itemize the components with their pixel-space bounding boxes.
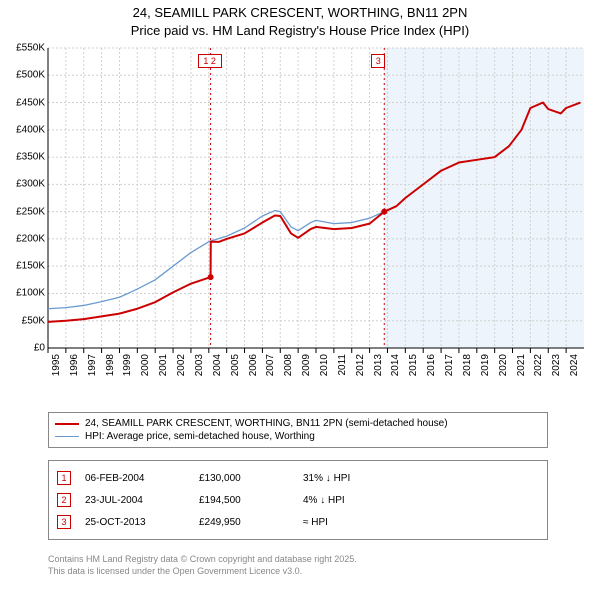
sale-row: 2 23-JUL-2004 £194,500 4% ↓ HPI <box>57 489 539 511</box>
legend-swatch <box>55 436 79 437</box>
x-tick-label: 2004 <box>212 354 223 384</box>
legend-row: HPI: Average price, semi-detached house,… <box>55 430 541 443</box>
x-tick-label: 1999 <box>122 354 133 384</box>
x-tick-label: 2003 <box>194 354 205 384</box>
x-tick-label: 2013 <box>373 354 384 384</box>
x-tick-label: 2014 <box>390 354 401 384</box>
y-tick-label: £200K <box>5 233 45 244</box>
y-tick-label: £300K <box>5 179 45 190</box>
sale-delta: ≈ HPI <box>303 517 393 528</box>
sale-date: 23-JUL-2004 <box>85 495 185 506</box>
x-tick-label: 2015 <box>408 354 419 384</box>
sale-marker-badge: 3 <box>371 54 385 68</box>
x-tick-label: 2012 <box>355 354 366 384</box>
y-tick-label: £150K <box>5 261 45 272</box>
x-tick-label: 2016 <box>426 354 437 384</box>
x-tick-label: 1997 <box>87 354 98 384</box>
x-tick-label: 2000 <box>140 354 151 384</box>
legend-row: 24, SEAMILL PARK CRESCENT, WORTHING, BN1… <box>55 417 541 430</box>
x-tick-label: 2017 <box>444 354 455 384</box>
x-tick-label: 2024 <box>569 354 580 384</box>
sale-index-badge: 2 <box>57 493 71 507</box>
legend-box: 24, SEAMILL PARK CRESCENT, WORTHING, BN1… <box>48 412 548 448</box>
x-tick-label: 2005 <box>230 354 241 384</box>
x-tick-label: 1995 <box>51 354 62 384</box>
title-line2: Price paid vs. HM Land Registry's House … <box>0 22 600 40</box>
x-tick-label: 2023 <box>551 354 562 384</box>
y-tick-label: £100K <box>5 288 45 299</box>
x-tick-label: 2018 <box>462 354 473 384</box>
footer: Contains HM Land Registry data © Crown c… <box>48 554 357 577</box>
legend-swatch <box>55 423 79 425</box>
legend-label: 24, SEAMILL PARK CRESCENT, WORTHING, BN1… <box>85 418 448 429</box>
y-tick-label: £550K <box>5 43 45 54</box>
sale-marker-badge: 1 2 <box>198 54 222 68</box>
sale-index-badge: 3 <box>57 515 71 529</box>
y-tick-label: £500K <box>5 70 45 81</box>
chart-area: £0 £50K £100K £150K £200K £250K £300K £350K £400… <box>0 42 600 402</box>
sale-delta: 31% ↓ HPI <box>303 473 393 484</box>
sales-box: 1 06-FEB-2004 £130,000 31% ↓ HPI 2 23-JUL-200… <box>48 460 548 540</box>
sale-row: 3 25-OCT-2013 £249,950 ≈ HPI <box>57 511 539 533</box>
sale-delta: 4% ↓ HPI <box>303 495 393 506</box>
y-tick-label: £250K <box>5 206 45 217</box>
x-tick-label: 2022 <box>533 354 544 384</box>
sale-price: £130,000 <box>199 473 289 484</box>
x-tick-label: 2020 <box>498 354 509 384</box>
x-tick-label: 2010 <box>319 354 330 384</box>
y-tick-label: £0 <box>5 343 45 354</box>
y-tick-label: £50K <box>5 315 45 326</box>
sale-date: 25-OCT-2013 <box>85 517 185 528</box>
sale-date: 06-FEB-2004 <box>85 473 185 484</box>
y-tick-label: £450K <box>5 97 45 108</box>
y-tick-label: £350K <box>5 152 45 163</box>
x-tick-label: 2007 <box>265 354 276 384</box>
legend-label: HPI: Average price, semi-detached house,… <box>85 431 315 442</box>
title-line1: 24, SEAMILL PARK CRESCENT, WORTHING, BN1… <box>0 4 600 22</box>
x-tick-label: 2009 <box>301 354 312 384</box>
sale-row: 1 06-FEB-2004 £130,000 31% ↓ HPI <box>57 467 539 489</box>
footer-line1: Contains HM Land Registry data © Crown c… <box>48 554 357 566</box>
chart-container: 24, SEAMILL PARK CRESCENT, WORTHING, BN1… <box>0 0 600 590</box>
sale-index-badge: 1 <box>57 471 71 485</box>
x-tick-label: 2021 <box>516 354 527 384</box>
x-tick-label: 2002 <box>176 354 187 384</box>
x-tick-label: 1998 <box>105 354 116 384</box>
sale-price: £194,500 <box>199 495 289 506</box>
x-tick-label: 2011 <box>337 354 348 384</box>
x-tick-label: 2001 <box>158 354 169 384</box>
title-block: 24, SEAMILL PARK CRESCENT, WORTHING, BN1… <box>0 0 600 40</box>
chart-svg <box>0 42 600 402</box>
y-tick-label: £400K <box>5 124 45 135</box>
x-tick-label: 2008 <box>283 354 294 384</box>
sale-price: £249,950 <box>199 517 289 528</box>
x-tick-label: 2019 <box>480 354 491 384</box>
x-tick-label: 1996 <box>69 354 80 384</box>
footer-line2: This data is licensed under the Open Gov… <box>48 566 357 578</box>
x-tick-label: 2006 <box>248 354 259 384</box>
